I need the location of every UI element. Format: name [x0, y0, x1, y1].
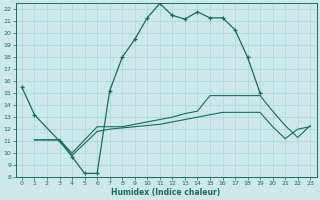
X-axis label: Humidex (Indice chaleur): Humidex (Indice chaleur)	[111, 188, 221, 197]
